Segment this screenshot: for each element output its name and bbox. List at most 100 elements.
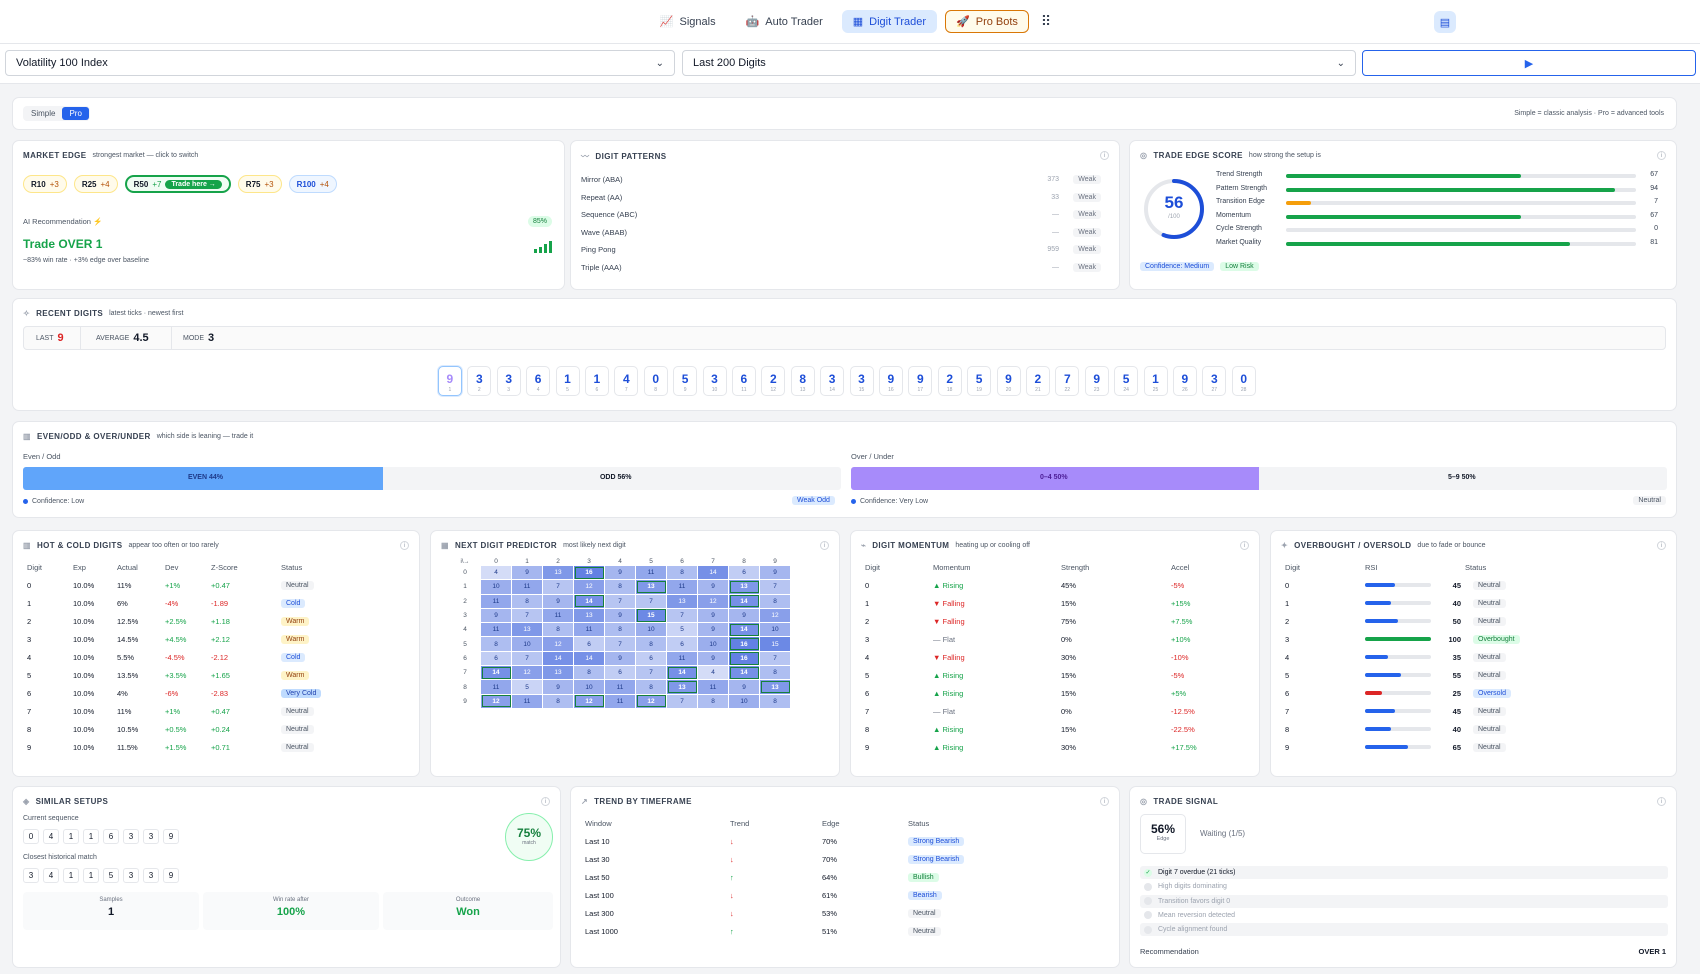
accel-cell: +7.5% — [1171, 616, 1193, 626]
matrix-cell: 8 — [573, 665, 605, 681]
nav-pro-bots[interactable]: 🚀 Pro Bots — [945, 10, 1029, 33]
matrix-cell: 8 — [697, 693, 729, 709]
sequence-digit: 0 — [23, 829, 39, 844]
info-icon[interactable]: i — [1657, 797, 1666, 806]
zscore-cell: +1.65 — [211, 670, 230, 680]
matrix-cell: 5 — [511, 679, 543, 695]
eo-badge: Weak Odd — [792, 496, 835, 505]
matrix-cell: 12 — [697, 593, 729, 609]
market-select-value: Volatility 100 Index — [16, 57, 108, 69]
info-icon[interactable]: i — [1657, 541, 1666, 550]
market-select[interactable]: Volatility 100 Index ⌄ — [5, 50, 675, 76]
dev-cell: +2.5% — [165, 616, 187, 626]
metric-name: Trend Strength — [1216, 171, 1263, 178]
pattern-status: Weak — [1073, 245, 1101, 255]
info-icon[interactable]: i — [1100, 151, 1109, 160]
digit-index: 15 — [858, 387, 865, 393]
last-stat: LAST 9 — [36, 332, 64, 344]
info-icon[interactable]: i — [400, 541, 409, 550]
info-icon[interactable]: i — [541, 797, 550, 806]
apps-grid-icon[interactable]: ⠿ — [1040, 13, 1052, 29]
info-icon[interactable]: i — [1240, 541, 1249, 550]
hot-cold-title: ▥ HOT & COLD DIGITS appear too often or to… — [23, 541, 219, 550]
market-chip-r10[interactable]: R10 +3 — [23, 175, 67, 193]
market-chip-r100[interactable]: R100 +4 — [288, 175, 337, 193]
accel-cell: -5% — [1171, 580, 1185, 590]
pattern-name: Repeat (AA) — [581, 192, 623, 202]
status-cell: Strong Bearish — [908, 850, 1113, 868]
win-rate-label: Win rate after — [272, 897, 309, 903]
matrix-cell: 4 — [697, 665, 729, 681]
mode-value: 3 — [208, 332, 215, 344]
window-select-value: Last 200 Digits — [693, 57, 766, 69]
digit-value: 1 — [593, 372, 601, 386]
market-chip-r50[interactable]: R50 +7 Trade here → — [124, 175, 231, 193]
under-label: 0–4 50% — [1040, 474, 1068, 481]
rsi-bar-fill — [1365, 619, 1398, 623]
matrix-col-header: 8 — [728, 558, 760, 566]
digit-cell: 9 — [865, 742, 870, 752]
matrix-row: 2 11 8 9 14 7 7 13 12 14 8 — [449, 593, 791, 609]
nav-signals[interactable]: 📈 Signals — [649, 10, 727, 33]
market-chip-r25[interactable]: R25 +4 — [73, 175, 118, 193]
odd-label: ODD 56% — [599, 474, 632, 481]
status-badge: Strong Bearish — [908, 837, 965, 846]
status-badge: Neutral — [908, 909, 941, 918]
matrix-cell: 11 — [511, 579, 543, 595]
samples-label: Samples — [99, 897, 123, 903]
status-cell: Neutral — [1465, 738, 1668, 756]
average-label: AVERAGE — [96, 334, 130, 342]
digit-index: 27 — [1211, 387, 1218, 393]
sequence-digit: 3 — [143, 868, 159, 883]
market-chip-r75[interactable]: R75 +3 — [237, 175, 282, 193]
table-row: Last 1000 ↑ 51% Neutral — [585, 922, 1113, 940]
table-row: 9 65 Neutral — [1285, 738, 1668, 756]
pattern-name: Ping Pong — [581, 245, 616, 255]
matrix-row-header: 4 — [449, 622, 481, 638]
matrix-col-header: 9 — [759, 558, 791, 566]
similar-title: ◈ SIMILAR SETUPS — [23, 797, 108, 806]
triangle-up-icon: ▲ — [933, 580, 943, 590]
chip-name: R10 — [31, 179, 46, 189]
layers-icon: ◈ — [23, 797, 30, 806]
digit-value: 3 — [505, 372, 513, 386]
mode-pro-button[interactable]: Pro — [62, 107, 89, 120]
top-nav: 📈 Signals 🤖 Auto Trader ▦ Digit Trader 🚀 Pro… — [0, 0, 1700, 44]
matrix-cell: 9 — [604, 650, 636, 667]
column-header: Actual — [117, 563, 138, 572]
ou-confidence: Confidence: Very Low — [851, 498, 928, 505]
nav-digit-trader[interactable]: ▦ Digit Trader — [841, 10, 938, 33]
nav-auto-trader[interactable]: 🤖 Auto Trader — [735, 10, 834, 33]
table-row: Last 30 ↓ 70% Strong Bearish — [585, 850, 1113, 868]
book-icon[interactable]: ▤ — [1434, 11, 1456, 33]
matrix-cell: 8 — [759, 665, 791, 681]
play-button[interactable]: ▶ — [1362, 50, 1696, 76]
matrix-cell: 6 — [728, 564, 760, 581]
even-fill — [23, 467, 383, 490]
triangle-down-icon: ▼ — [933, 616, 943, 626]
dev-cell: -4.5% — [165, 652, 185, 662]
matrix-cell: 13 — [635, 579, 667, 595]
digit-index: 22 — [1064, 387, 1071, 393]
info-icon[interactable]: i — [1100, 797, 1109, 806]
info-icon[interactable]: i — [820, 541, 829, 550]
arrow-down-icon: ↓ — [730, 890, 734, 900]
target-icon: ◎ — [1140, 151, 1148, 160]
window-cell: Last 300 — [585, 908, 614, 918]
matrix-cell: 11 — [697, 679, 729, 695]
sequence-digit: 9 — [163, 829, 179, 844]
dash-icon: — — [933, 634, 943, 644]
window-select[interactable]: Last 200 Digits ⌄ — [682, 50, 1356, 76]
trade-here-button[interactable]: Trade here → — [165, 179, 222, 189]
rsi-subtitle: due to fade or bounce — [1417, 542, 1486, 549]
digit-cell: 8 — [865, 724, 870, 734]
even-odd-title: ▥ EVEN/ODD & OVER/UNDER which side is lean… — [23, 432, 253, 441]
mode-simple-button[interactable]: Simple — [31, 109, 56, 118]
metric-value: 94 — [1650, 184, 1658, 192]
matrix-cell: 11 — [511, 693, 543, 709]
exp-cell: 10.0% — [73, 580, 95, 590]
arrow-up-icon: ↑ — [730, 926, 734, 936]
info-icon[interactable]: i — [1657, 151, 1666, 160]
digit-cell: 0 — [27, 580, 32, 590]
